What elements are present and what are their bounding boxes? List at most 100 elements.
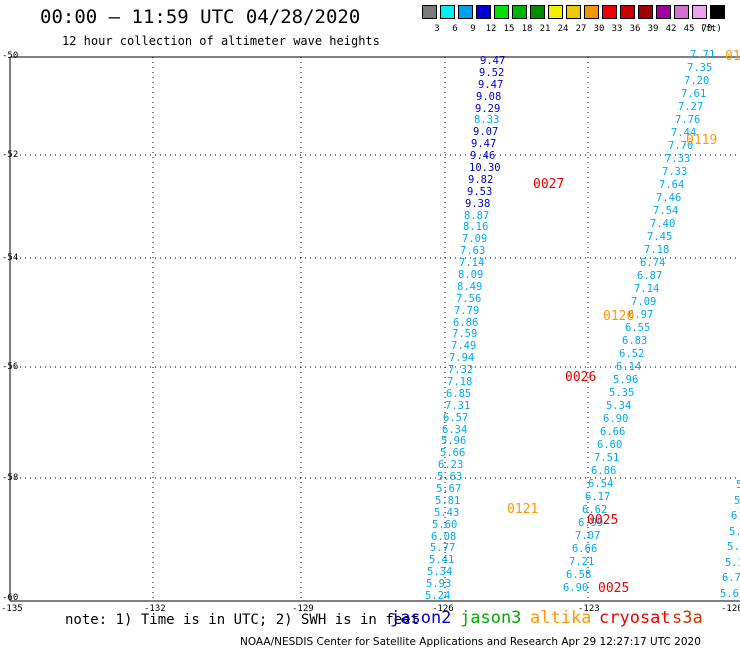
swh-value: 8.49 xyxy=(457,281,483,293)
swh-value: 6.55 xyxy=(625,322,651,334)
legend-swatch xyxy=(638,5,653,19)
legend-label: 18 xyxy=(521,24,533,34)
legend-swatch xyxy=(530,5,545,19)
mission-jason2: jason2 xyxy=(390,608,452,628)
swh-value: 8.33 xyxy=(474,114,500,126)
lat-label: -50 xyxy=(2,51,19,61)
lon-label: -129 xyxy=(292,604,314,614)
map-title: 00:00 — 11:59 UTC 04/28/2020 xyxy=(40,6,361,28)
legend-label: 70 xyxy=(701,24,713,34)
pass-label: 0025 xyxy=(598,581,630,596)
swh-value: 9.47 xyxy=(480,55,506,67)
swh-value: 7.18 xyxy=(447,376,473,388)
legend-swatch xyxy=(548,5,563,19)
swh-value: 6.90 xyxy=(563,582,589,594)
lon-label: -132 xyxy=(144,604,166,614)
swh-value: 9.47 xyxy=(478,79,504,91)
lat-label: -60 xyxy=(2,593,19,603)
swh-value: 6.7 xyxy=(722,572,740,584)
swh-value: 9.53 xyxy=(467,186,493,198)
lat-label: -54 xyxy=(2,253,19,263)
swh-value: 6.58 xyxy=(566,569,592,581)
lat-label: -52 xyxy=(2,150,19,160)
swh-value: 7.46 xyxy=(656,192,682,204)
legend-swatch xyxy=(458,5,473,19)
mission-jason3: jason3 xyxy=(460,608,522,628)
swh-value: 6.54 xyxy=(588,478,614,490)
map-subtitle: 12 hour collection of altimeter wave hei… xyxy=(62,34,380,48)
swh-value: 9.08 xyxy=(476,91,502,103)
swh-value: 9.38 xyxy=(465,198,491,210)
swh-value: 7.44 xyxy=(671,127,697,139)
mission-altika: altika xyxy=(530,608,592,628)
swh-value: 5.60 xyxy=(432,519,458,531)
swh-value: 6.83 xyxy=(622,335,648,347)
swh-value: 5.66 xyxy=(440,447,466,459)
swh-value: 9.52 xyxy=(479,67,505,79)
pass-label: 0027 xyxy=(533,177,565,192)
swh-value: 7.40 xyxy=(650,218,676,230)
legend-label: 39 xyxy=(647,24,659,34)
swh-value: 7.45 xyxy=(647,231,673,243)
pass-label: 0119 xyxy=(686,133,718,148)
swh-value: 5.96 xyxy=(613,374,639,386)
swh-value: 5.77 xyxy=(430,542,456,554)
swh-value: 6.62 xyxy=(582,504,608,516)
legend-swatch xyxy=(692,5,707,19)
legend-swatch xyxy=(674,5,689,19)
swh-value: 9.46 xyxy=(470,150,496,162)
swh-value: 7.51 xyxy=(594,452,620,464)
pass-label: 0025 xyxy=(587,513,619,528)
lat-label: -56 xyxy=(2,362,19,372)
legend-swatch xyxy=(476,5,491,19)
swh-value: 9.47 xyxy=(471,138,497,150)
swh-value: 10.30 xyxy=(469,162,501,174)
mission-cryosat: cryosat xyxy=(599,608,671,628)
legend-swatch xyxy=(440,5,455,19)
lon-label: -126 xyxy=(432,604,454,614)
swh-value: 6.52 xyxy=(619,348,645,360)
swh-value: 5.35 xyxy=(609,387,635,399)
swh-value: 6.85 xyxy=(446,388,472,400)
legend-label: 21 xyxy=(539,24,551,34)
swh-value: 6.74 xyxy=(640,257,666,269)
swh-value: 7.07 xyxy=(575,530,601,542)
legend-label: 24 xyxy=(557,24,569,34)
legend-swatch xyxy=(584,5,599,19)
legend-swatch xyxy=(512,5,527,19)
swh-value: 7.20 xyxy=(684,75,710,87)
legend-label: 36 xyxy=(629,24,641,34)
pass-label: 0121 xyxy=(507,502,539,517)
legend-label: 30 xyxy=(593,24,605,34)
legend-label: 15 xyxy=(503,24,515,34)
swh-value: 8.16 xyxy=(463,221,489,233)
legend-swatch xyxy=(620,5,635,19)
swh-value: 7.09 xyxy=(631,296,657,308)
swh-value: 7.63 xyxy=(460,245,486,257)
swh-value: 6.23 xyxy=(438,459,464,471)
swh-value: 9.29 xyxy=(475,103,501,115)
swh-value: 5.63 xyxy=(437,471,463,483)
swh-value: 9.82 xyxy=(468,174,494,186)
swh-value: 6.97 xyxy=(628,309,654,321)
legend-swatch xyxy=(422,5,437,19)
swh-value: 7.56 xyxy=(456,293,482,305)
swh-value: 6.60 xyxy=(597,439,623,451)
legend-label: 9 xyxy=(470,24,476,34)
swh-value: 6. xyxy=(731,510,740,522)
swh-value: 7.94 xyxy=(449,352,475,364)
swh-value: 7.09 xyxy=(462,233,488,245)
mission-s3a: s3a xyxy=(672,608,703,628)
swh-value: 7.14 xyxy=(634,283,660,295)
swh-value: 7.35 xyxy=(687,62,713,74)
lon-label: -123 xyxy=(578,604,600,614)
note-text: note: 1) Time is in UTC; 2) SWH is in fe… xyxy=(65,612,420,628)
credit-line: NOAA/NESDIS Center for Satellite Applica… xyxy=(240,636,701,648)
swh-value: 7.76 xyxy=(675,114,701,126)
lon-label: -120 xyxy=(721,604,740,614)
swh-value: 6.14 xyxy=(616,361,642,373)
swh-value: 5.41 xyxy=(429,554,455,566)
swh-value: 5.81 xyxy=(435,495,461,507)
lat-label: -58 xyxy=(2,473,19,483)
